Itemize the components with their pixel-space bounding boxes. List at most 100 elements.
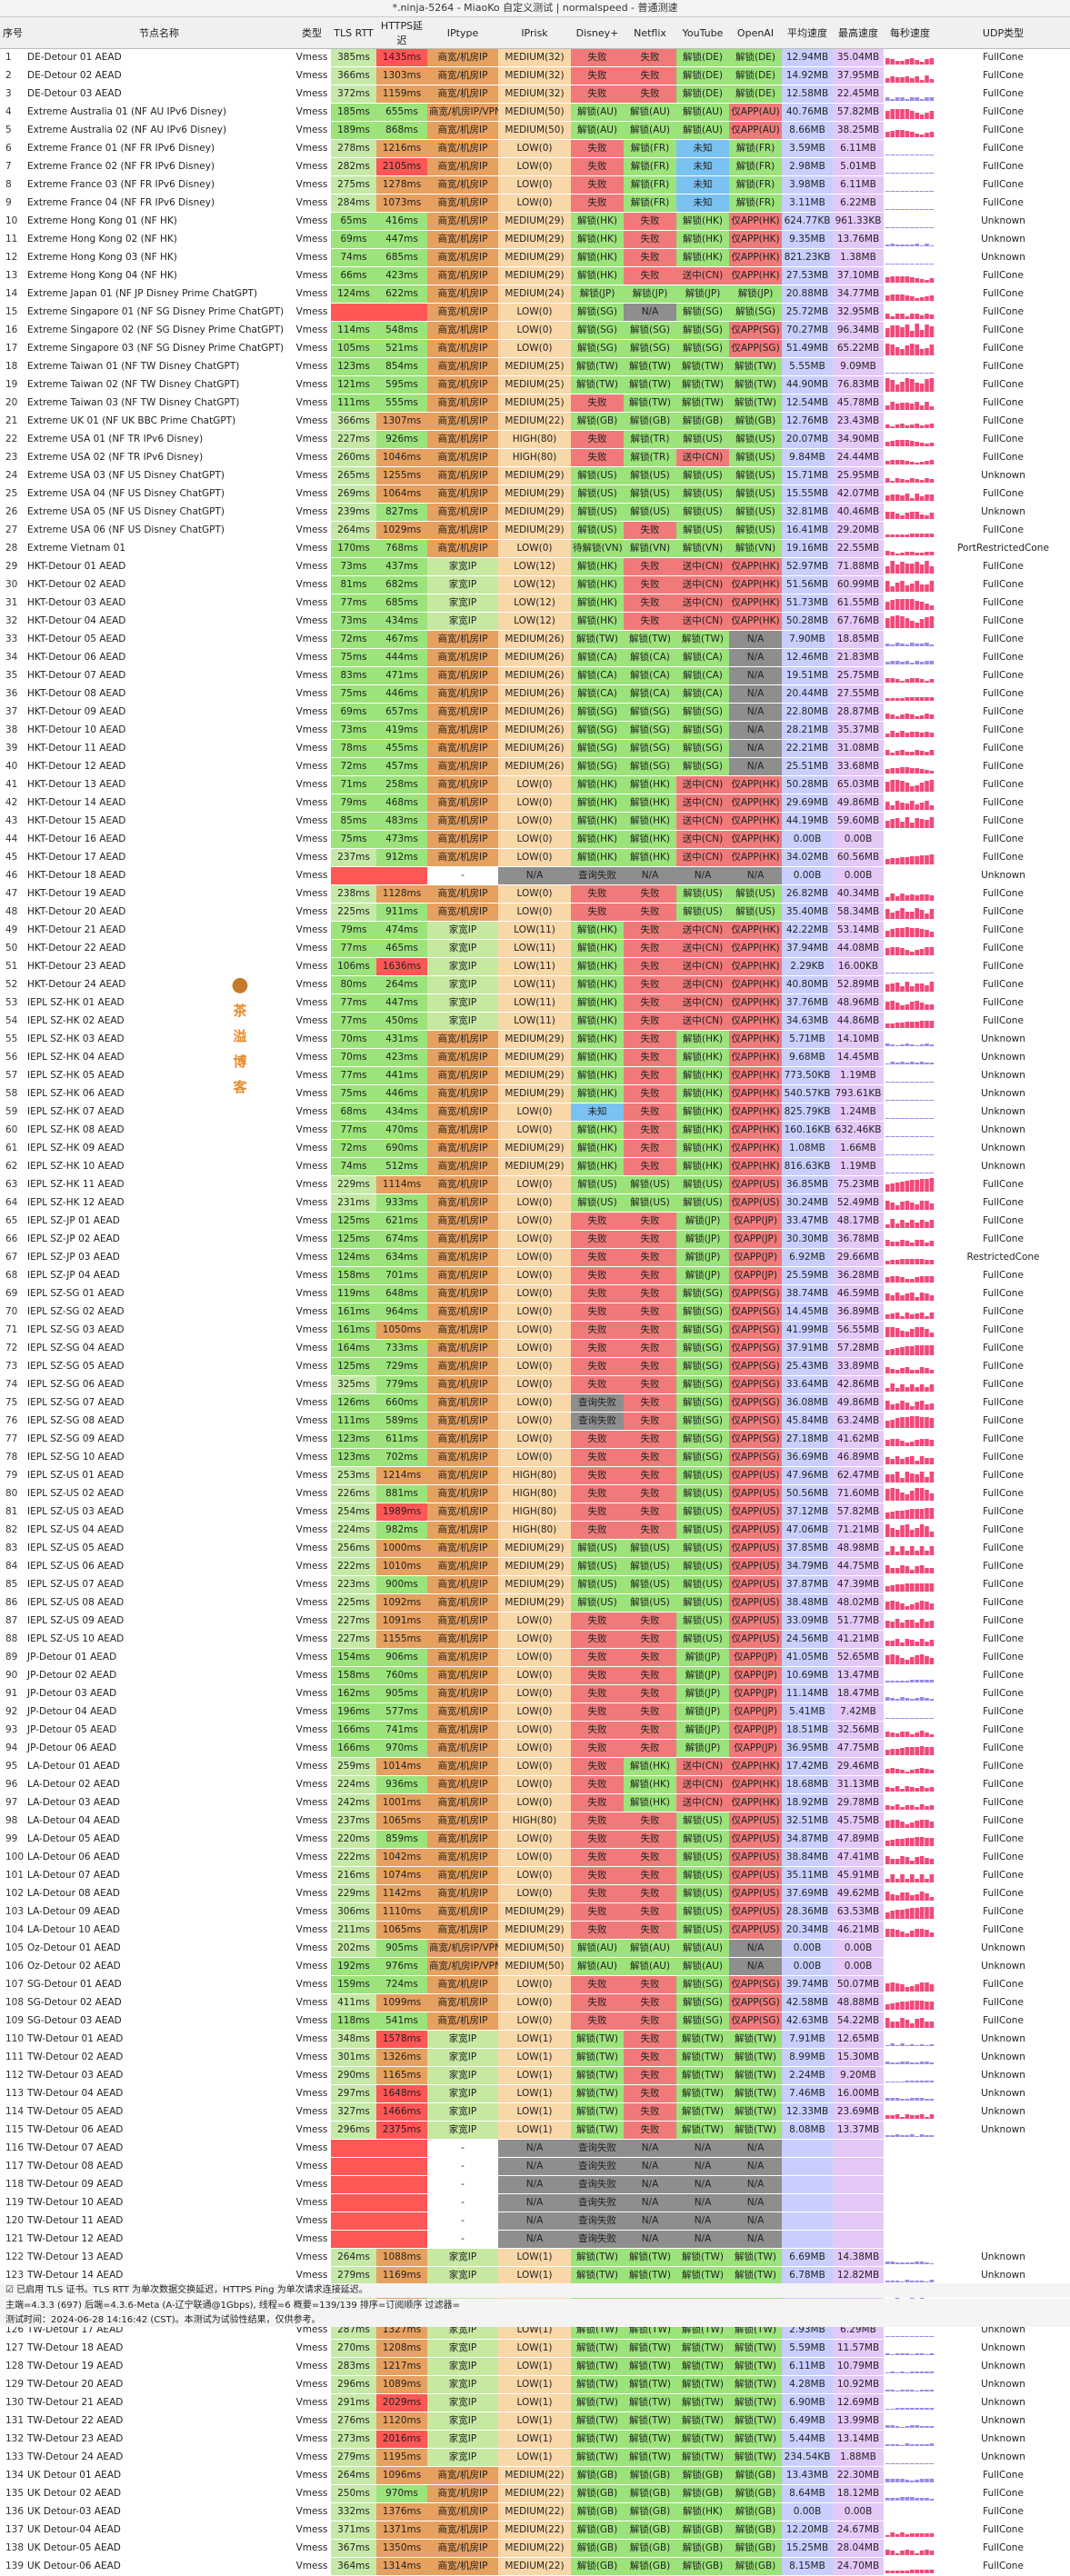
table-row[interactable]: 101 LA-Detour 07 AEAD Vmess 216ms 1074ms 商宽/机… [0,1866,1070,1885]
table-row[interactable]: 113 TW-Detour 04 AEAD Vmess 297ms 1648ms 家宽IP… [0,2084,1070,2103]
table-row[interactable]: 115 TW-Detour 06 AEAD Vmess 296ms 2375ms 家宽IP… [0,2121,1070,2140]
table-row[interactable]: 114 TW-Detour 05 AEAD Vmess 327ms 1466ms 家宽IP… [0,2102,1070,2122]
table-row[interactable]: 74 IEPL SZ-SG 06 AEAD Vmess 325ms 779ms 商宽/机房… [0,1375,1070,1394]
table-row[interactable]: 122 TW-Detour 13 AEAD Vmess 264ms 1088ms 家宽IP… [0,2248,1070,2267]
table-row[interactable]: 118 TW-Detour 09 AEAD Vmess - N/A 查询失败 N/A N/A N… [0,2175,1070,2194]
table-row[interactable]: 100 LA-Detour 06 AEAD Vmess 222ms 1042ms 商宽/机… [0,1848,1070,1867]
table-row[interactable]: 87 IEPL SZ-US 09 AEAD Vmess 227ms 1091ms 商宽/机… [0,1612,1070,1631]
column-header[interactable]: OpenAI [729,17,782,49]
table-row[interactable]: 24 Extreme USA 03 (NF US Disney ChatGPT) V… [0,466,1070,485]
table-row[interactable]: 25 Extreme USA 04 (NF US Disney ChatGPT) V… [0,484,1070,504]
table-row[interactable]: 70 IEPL SZ-SG 02 AEAD Vmess 161ms 964ms 商宽/机房… [0,1303,1070,1322]
table-row[interactable]: 54 IEPL SZ-HK 02 AEAD Vmess 77ms 450ms 家宽IP LO… [0,1012,1070,1031]
table-row[interactable]: 73 IEPL SZ-SG 05 AEAD Vmess 125ms 729ms 商宽/机房… [0,1357,1070,1376]
table-row[interactable]: 107 SG-Detour 01 AEAD Vmess 159ms 724ms 商宽/机房… [0,1975,1070,1994]
table-row[interactable]: 127 TW-Detour 18 AEAD Vmess 270ms 1208ms 家宽IP… [0,2339,1070,2358]
column-header[interactable]: 平均速度 [782,17,833,49]
table-row[interactable]: 105 Oz-Detour 01 AEAD Vmess 202ms 905ms 商宽/机房… [0,1939,1070,1958]
table-row[interactable]: 22 Extreme USA 01 (NF TR IPv6 Disney) Vmes… [0,430,1070,449]
table-row[interactable]: 75 IEPL SZ-SG 07 AEAD Vmess 126ms 660ms 商宽/机房… [0,1393,1070,1413]
table-row[interactable]: 93 JP-Detour 05 AEAD Vmess 166ms 741ms 商宽/机房I… [0,1721,1070,1740]
table-row[interactable]: 26 Extreme USA 05 (NF US Disney ChatGPT) V… [0,503,1070,522]
table-row[interactable]: 102 LA-Detour 08 AEAD Vmess 229ms 1142ms 商宽/机… [0,1884,1070,1903]
table-row[interactable]: 97 LA-Detour 03 AEAD Vmess 242ms 1001ms 商宽/机房… [0,1793,1070,1812]
table-row[interactable]: 98 LA-Detour 04 AEAD Vmess 237ms 1065ms 商宽/机房… [0,1812,1070,1831]
table-row[interactable]: 138 UK Detour-05 AEAD Vmess 367ms 1350ms 商宽/机… [0,2539,1070,2558]
column-header[interactable]: TLS RTT [331,17,376,49]
table-row[interactable]: 132 TW-Detour 23 AEAD Vmess 273ms 2016ms 家宽IP… [0,2430,1070,2449]
table-row[interactable]: 51 HKT-Detour 23 AEAD Vmess 106ms 1636ms 家宽IP… [0,957,1070,976]
table-row[interactable]: 81 IEPL SZ-US 03 AEAD Vmess 254ms 1989ms 商宽/机… [0,1503,1070,1522]
table-row[interactable]: 92 JP-Detour 04 AEAD Vmess 196ms 577ms 商宽/机房I… [0,1702,1070,1722]
table-row[interactable]: 69 IEPL SZ-SG 01 AEAD Vmess 119ms 648ms 商宽/机房… [0,1284,1070,1303]
column-header[interactable]: 类型 [293,17,331,49]
table-row[interactable]: 89 JP-Detour 01 AEAD Vmess 154ms 906ms 商宽/机房I… [0,1648,1070,1667]
table-row[interactable]: 21 Extreme UK 01 (NF UK BBC Prime ChatGPT… [0,412,1070,431]
table-row[interactable]: 85 IEPL SZ-US 07 AEAD Vmess 223ms 900ms 商宽/机房… [0,1575,1070,1594]
table-row[interactable]: 120 TW-Detour 11 AEAD Vmess - N/A 查询失败 N/A N/A N… [0,2212,1070,2231]
table-row[interactable]: 32 HKT-Detour 04 AEAD Vmess 73ms 434ms 家宽IP LO… [0,612,1070,631]
table-row[interactable]: 130 TW-Detour 21 AEAD Vmess 291ms 2029ms 家宽IP… [0,2393,1070,2412]
table-row[interactable]: 33 HKT-Detour 05 AEAD Vmess 72ms 467ms 商宽/机房I… [0,630,1070,649]
table-row[interactable]: 61 IEPL SZ-HK 09 AEAD Vmess 72ms 690ms 商宽/机房I… [0,1139,1070,1158]
column-header[interactable]: Netflix [624,17,676,49]
table-row[interactable]: 29 HKT-Detour 01 AEAD Vmess 73ms 437ms 家宽IP LO… [0,557,1070,576]
table-row[interactable]: 123 TW-Detour 14 AEAD Vmess 279ms 1169ms 家宽IP… [0,2266,1070,2285]
table-row[interactable]: 99 LA-Detour 05 AEAD Vmess 220ms 859ms 商宽/机房I… [0,1830,1070,1849]
table-row[interactable]: 23 Extreme USA 02 (NF TR IPv6 Disney) Vmes… [0,448,1070,467]
table-row[interactable]: 45 HKT-Detour 17 AEAD Vmess 237ms 912ms 商宽/机房… [0,848,1070,867]
table-row[interactable]: 76 IEPL SZ-SG 08 AEAD Vmess 111ms 589ms 商宽/机房… [0,1412,1070,1431]
table-row[interactable]: 8 Extreme France 03 (NF FR IPv6 Disney) Vm… [0,175,1070,195]
table-row[interactable]: 27 Extreme USA 06 (NF US Disney ChatGPT) V… [0,521,1070,540]
table-row[interactable]: 46 HKT-Detour 18 AEAD Vmess - N/A 查询失败 N/A N/A N… [0,866,1070,885]
table-row[interactable]: 5 Extreme Australia 02 (NF AU IPv6 Disney… [0,121,1070,140]
table-row[interactable]: 67 IEPL SZ-JP 03 AEAD Vmess 124ms 634ms 商宽/机房… [0,1248,1070,1267]
table-row[interactable]: 58 IEPL SZ-HK 06 AEAD Vmess 75ms 446ms 商宽/机房I… [0,1084,1070,1103]
table-row[interactable]: 56 IEPL SZ-HK 04 AEAD Vmess 70ms 423ms 商宽/机房I… [0,1048,1070,1067]
table-row[interactable]: 52 HKT-Detour 24 AEAD Vmess 80ms 264ms 家宽IP LO… [0,975,1070,994]
table-row[interactable]: 47 HKT-Detour 19 AEAD Vmess 238ms 1128ms 商宽/机… [0,884,1070,904]
table-row[interactable]: 103 LA-Detour 09 AEAD Vmess 306ms 1110ms 商宽/机… [0,1902,1070,1922]
table-row[interactable]: 18 Extreme Taiwan 01 (NF TW Disney ChatGP… [0,357,1070,376]
table-row[interactable]: 79 IEPL SZ-US 01 AEAD Vmess 253ms 1214ms 商宽/机… [0,1466,1070,1485]
table-row[interactable]: 71 IEPL SZ-SG 03 AEAD Vmess 161ms 1050ms 商宽/机… [0,1321,1070,1340]
table-row[interactable]: 104 LA-Detour 10 AEAD Vmess 211ms 1065ms 商宽/机… [0,1921,1070,1940]
table-row[interactable]: 43 HKT-Detour 15 AEAD Vmess 85ms 483ms 商宽/机房I… [0,812,1070,831]
table-row[interactable]: 84 IEPL SZ-US 06 AEAD Vmess 222ms 1010ms 商宽/机… [0,1557,1070,1576]
table-row[interactable]: 86 IEPL SZ-US 08 AEAD Vmess 225ms 1092ms 商宽/机… [0,1593,1070,1612]
table-row[interactable]: 35 HKT-Detour 07 AEAD Vmess 83ms 471ms 商宽/机房I… [0,666,1070,685]
table-row[interactable]: 112 TW-Detour 03 AEAD Vmess 290ms 1165ms 家宽IP… [0,2066,1070,2085]
table-row[interactable]: 15 Extreme Singapore 01 (NF SG Disney Pri… [0,303,1070,322]
table-row[interactable]: 14 Extreme Japan 01 (NF JP Disney Prime C… [0,285,1070,304]
table-row[interactable]: 41 HKT-Detour 13 AEAD Vmess 71ms 258ms 商宽/机房I… [0,775,1070,794]
table-row[interactable]: 77 IEPL SZ-SG 09 AEAD Vmess 123ms 611ms 商宽/机房… [0,1430,1070,1449]
table-row[interactable]: 82 IEPL SZ-US 04 AEAD Vmess 224ms 982ms 商宽/机房… [0,1521,1070,1540]
table-row[interactable]: 117 TW-Detour 08 AEAD Vmess - N/A 查询失败 N/A N/A N… [0,2157,1070,2176]
column-header[interactable]: 序号 [0,17,25,49]
table-row[interactable]: 119 TW-Detour 10 AEAD Vmess - N/A 查询失败 N/A N/A N… [0,2193,1070,2212]
table-row[interactable]: 50 HKT-Detour 22 AEAD Vmess 77ms 465ms 家宽IP LO… [0,939,1070,958]
table-row[interactable]: 2 DE-Detour 02 AEAD Vmess 366ms 1303ms 商宽/机房I… [0,66,1070,85]
table-row[interactable]: 66 IEPL SZ-JP 02 AEAD Vmess 125ms 674ms 商宽/机房… [0,1230,1070,1249]
table-row[interactable]: 91 JP-Detour 03 AEAD Vmess 162ms 905ms 商宽/机房I… [0,1684,1070,1703]
table-row[interactable]: 134 UK Detour 01 AEAD Vmess 264ms 1096ms 商宽/机… [0,2466,1070,2485]
table-row[interactable]: 12 Extreme Hong Kong 03 (NF HK) Vmess 74ms 6… [0,248,1070,267]
table-row[interactable]: 68 IEPL SZ-JP 04 AEAD Vmess 158ms 701ms 商宽/机房… [0,1266,1070,1285]
table-row[interactable]: 38 HKT-Detour 10 AEAD Vmess 73ms 419ms 商宽/机房I… [0,721,1070,740]
table-row[interactable]: 65 IEPL SZ-JP 01 AEAD Vmess 125ms 621ms 商宽/机房… [0,1212,1070,1231]
table-row[interactable]: 121 TW-Detour 12 AEAD Vmess - N/A 查询失败 N/A N/A N… [0,2230,1070,2249]
table-row[interactable]: 60 IEPL SZ-HK 08 AEAD Vmess 77ms 470ms 商宽/机房I… [0,1121,1070,1140]
table-row[interactable]: 78 IEPL SZ-SG 10 AEAD Vmess 123ms 702ms 商宽/机房… [0,1448,1070,1467]
table-row[interactable]: 19 Extreme Taiwan 02 (NF TW Disney ChatGP… [0,375,1070,394]
table-row[interactable]: 44 HKT-Detour 16 AEAD Vmess 75ms 473ms 商宽/机房I… [0,830,1070,849]
table-row[interactable]: 3 DE-Detour 03 AEAD Vmess 372ms 1159ms 商宽/机房I… [0,85,1070,104]
table-row[interactable]: 17 Extreme Singapore 03 (NF SG Disney Pri… [0,339,1070,358]
table-row[interactable]: 137 UK Detour-04 AEAD Vmess 371ms 1371ms 商宽/机… [0,2521,1070,2540]
table-row[interactable]: 59 IEPL SZ-HK 07 AEAD Vmess 68ms 434ms 商宽/机房I… [0,1103,1070,1122]
table-row[interactable]: 31 HKT-Detour 03 AEAD Vmess 77ms 685ms 家宽IP LO… [0,594,1070,613]
table-row[interactable]: 62 IEPL SZ-HK 10 AEAD Vmess 74ms 512ms 商宽/机房I… [0,1157,1070,1176]
table-row[interactable]: 4 Extreme Australia 01 (NF AU IPv6 Disney… [0,103,1070,122]
table-row[interactable]: 106 Oz-Detour 02 AEAD Vmess 192ms 976ms 商宽/机房… [0,1957,1070,1976]
table-row[interactable]: 90 JP-Detour 02 AEAD Vmess 158ms 760ms 商宽/机房I… [0,1666,1070,1685]
table-row[interactable]: 83 IEPL SZ-US 05 AEAD Vmess 256ms 1000ms 商宽/机… [0,1539,1070,1558]
